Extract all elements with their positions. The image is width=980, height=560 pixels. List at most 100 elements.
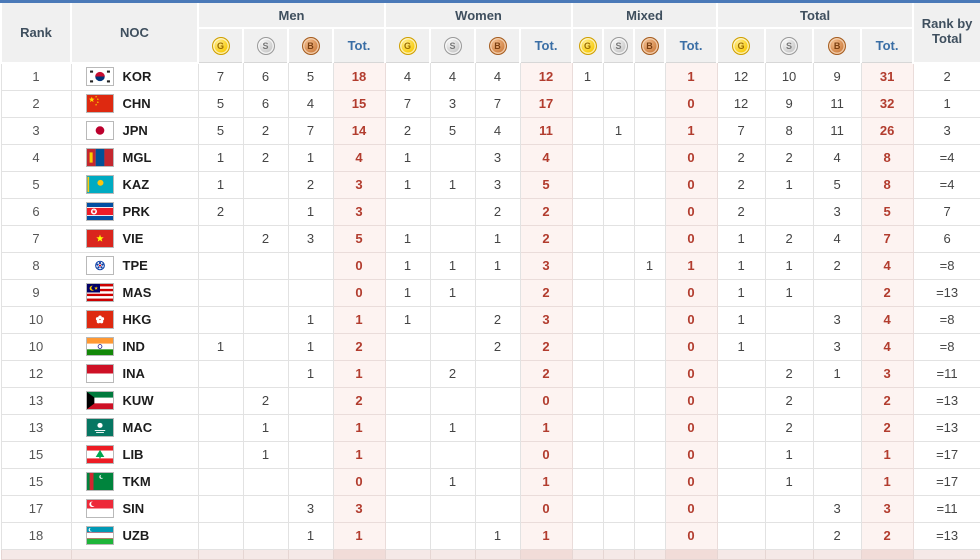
- mixed-gold-cell: [571, 116, 604, 145]
- mixed-silver-cell: [602, 359, 635, 388]
- rank-cell: 13: [0, 413, 72, 442]
- total-gold-cell: 12: [716, 62, 766, 91]
- rank-cell: 9: [0, 278, 72, 307]
- men-gold-cell: 5: [197, 116, 244, 145]
- rank-cell: 10: [0, 305, 72, 334]
- total-bronze-cell: 3: [812, 197, 862, 226]
- noc-code: KOR: [122, 69, 152, 84]
- women-total-cell: 12: [519, 62, 573, 91]
- total-bronze-cell: 3: [812, 332, 862, 361]
- mixed-total-cell: 0: [664, 305, 718, 334]
- totals-cell-cutoff: [384, 548, 431, 560]
- total-total-cell: 32: [860, 89, 914, 118]
- noc-cell: KOR: [70, 62, 199, 91]
- mixed-gold-cell: [571, 440, 604, 469]
- mixed-total-cell: 1: [664, 116, 718, 145]
- total-silver-cell: 8: [764, 116, 814, 145]
- men-total-cell: 18: [332, 62, 386, 91]
- section-header-men: Men: [197, 0, 386, 29]
- noc-cell: TPE: [70, 251, 199, 280]
- total-total-cell: 4: [860, 251, 914, 280]
- total-gold-cell: [716, 386, 766, 415]
- noc-cell: HKG: [70, 305, 199, 334]
- total-total-cell: 2: [860, 278, 914, 307]
- total-bronze-cell: 9: [812, 62, 862, 91]
- total-gold-cell: [716, 467, 766, 496]
- women-bronze-cell: 3: [474, 143, 521, 172]
- men-silver-cell: 6: [242, 89, 289, 118]
- women-bronze-cell: [474, 386, 521, 415]
- noc-entry: MAC: [85, 418, 198, 437]
- mixed-bronze-cell: [633, 170, 666, 199]
- mixed-gold-cell: [571, 359, 604, 388]
- mixed-total-cell: 0: [664, 359, 718, 388]
- women-silver-cell: 1: [429, 467, 476, 496]
- men-total-cell: 1: [332, 305, 386, 334]
- mixed-bronze-cell: [633, 224, 666, 253]
- women-bronze-cell: [474, 359, 521, 388]
- women-bronze-cell: 4: [474, 116, 521, 145]
- total-total-cell: 2: [860, 413, 914, 442]
- mixed-silver-cell: [602, 467, 635, 496]
- men-bronze-cell: 3: [287, 224, 334, 253]
- noc-cell: MAC: [70, 413, 199, 442]
- mixed-bronze-cell: [633, 467, 666, 496]
- totals-cell-cutoff: [474, 548, 521, 560]
- noc-cell: IND: [70, 332, 199, 361]
- mixed-gold-cell: [571, 305, 604, 334]
- rank-by-total-cell: =4: [912, 170, 980, 199]
- women-silver-cell: [429, 332, 476, 361]
- rank-by-total-cell: =8: [912, 251, 980, 280]
- mixed-silver-cell: [602, 440, 635, 469]
- men-total-cell: 1: [332, 359, 386, 388]
- rank-cell: 7: [0, 224, 72, 253]
- mixed-gold-cell: [571, 251, 604, 280]
- noc-code: VIE: [122, 231, 144, 246]
- men-bronze-cell: 1: [287, 332, 334, 361]
- total-gold-cell: 1: [716, 224, 766, 253]
- rank-by-total-column-header: Rank by Total: [912, 0, 980, 64]
- table-row: 2 CHN 5 6 4 15 7 3 7 17 0 12 9 11 32 1: [0, 89, 980, 118]
- rank-by-total-cell: =13: [912, 521, 980, 550]
- total-gold-cell: [716, 359, 766, 388]
- women-silver-cell: 2: [429, 359, 476, 388]
- rank-cell: 6: [0, 197, 72, 226]
- total-bronze-cell: 2: [812, 521, 862, 550]
- women-silver-cell: 3: [429, 89, 476, 118]
- total-bronze-cell: 2: [812, 251, 862, 280]
- men-gold-cell: [197, 359, 244, 388]
- total-gold-cell: 2: [716, 197, 766, 226]
- flag-ind-icon: [85, 337, 114, 356]
- total-total-cell: 1: [860, 440, 914, 469]
- men-silver-cell: [242, 251, 289, 280]
- men-total-cell: 1: [332, 440, 386, 469]
- totals-cell-cutoff: [633, 548, 666, 560]
- mixed-gold-cell: 1: [571, 62, 604, 91]
- total-total-cell: 8: [860, 170, 914, 199]
- men-silver-cell: 6: [242, 62, 289, 91]
- mixed-bronze-cell: [633, 440, 666, 469]
- noc-entry: HKG: [85, 310, 198, 329]
- totals-cell-cutoff: [812, 548, 862, 560]
- mixed-silver-cell: [602, 170, 635, 199]
- mixed-bronze-cell: [633, 197, 666, 226]
- total-gold-cell: [716, 521, 766, 550]
- total-gold-cell: 1: [716, 305, 766, 334]
- women-bronze-cell: [474, 440, 521, 469]
- noc-cell: VIE: [70, 224, 199, 253]
- total-gold-cell: 1: [716, 278, 766, 307]
- men-bronze-cell: [287, 251, 334, 280]
- total-gold-cell: 2: [716, 143, 766, 172]
- total-gold-cell: 2: [716, 170, 766, 199]
- bronze-medal-icon: B: [301, 36, 320, 55]
- total-total-cell: 4: [860, 332, 914, 361]
- men-total-cell: 2: [332, 386, 386, 415]
- men-bronze-cell: 3: [287, 494, 334, 523]
- rank-cell: 2: [0, 89, 72, 118]
- men-silver-cell: 2: [242, 116, 289, 145]
- flag-lib-icon: [85, 445, 114, 464]
- total-bronze-cell: [812, 440, 862, 469]
- mixed-bronze-cell: [633, 278, 666, 307]
- mixed-silver-cell: [602, 251, 635, 280]
- total-bronze-cell: 4: [812, 224, 862, 253]
